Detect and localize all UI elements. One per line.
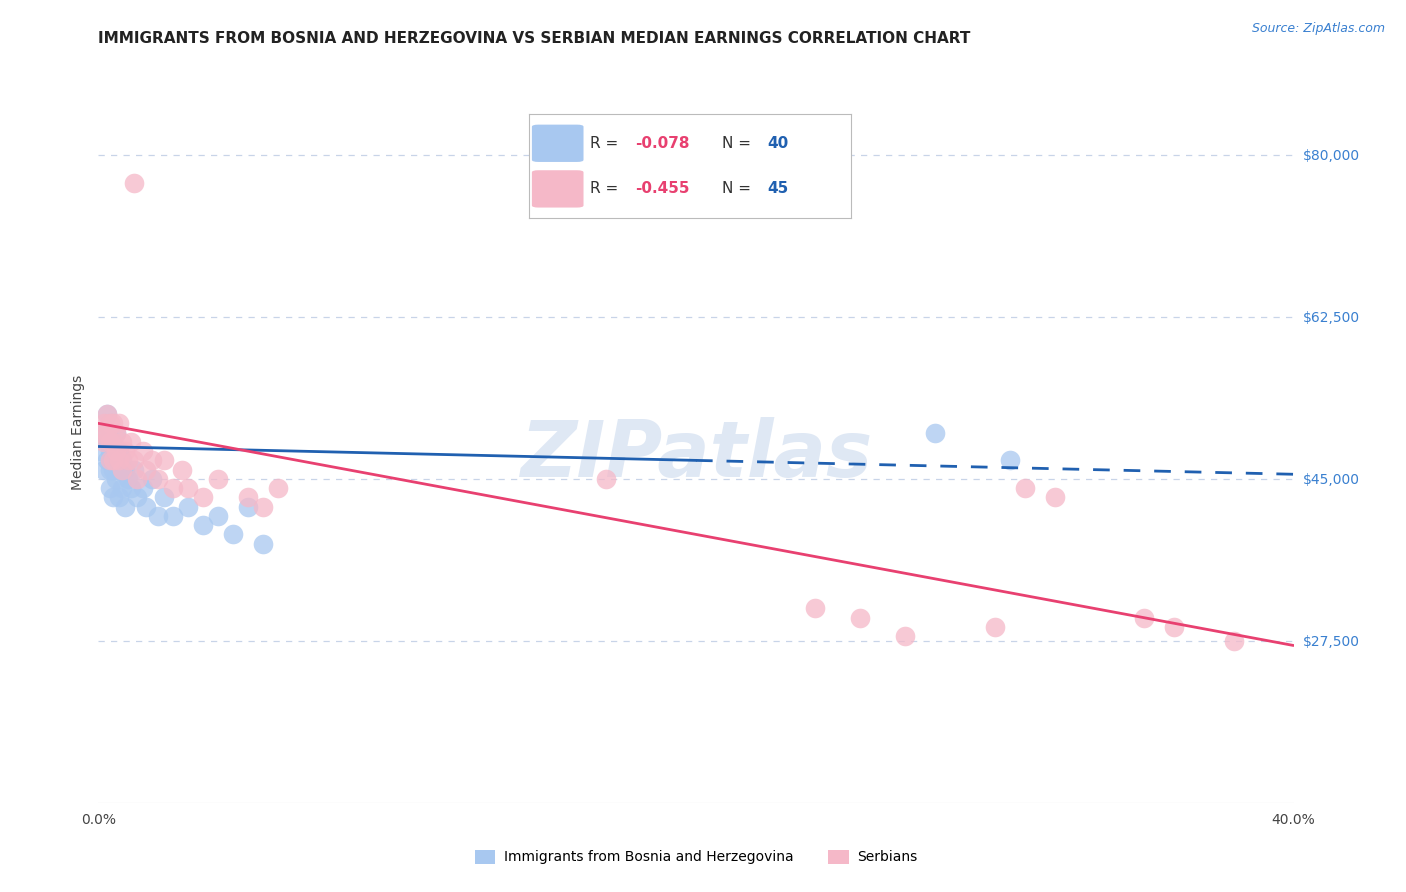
Point — [135, 462, 157, 476]
Point — [108, 491, 131, 505]
Point — [108, 417, 131, 431]
Point — [177, 481, 200, 495]
Point — [162, 508, 184, 523]
Point — [124, 453, 146, 467]
Point — [98, 434, 122, 449]
Point — [108, 444, 131, 458]
Point — [103, 417, 125, 431]
Point — [105, 425, 128, 440]
Point — [132, 481, 155, 495]
Point — [105, 444, 128, 458]
Point — [924, 425, 946, 440]
Point — [103, 462, 125, 476]
Point — [172, 462, 194, 476]
Point — [998, 453, 1021, 467]
Point — [236, 500, 259, 514]
Text: IMMIGRANTS FROM BOSNIA AND HERZEGOVINA VS SERBIAN MEDIAN EARNINGS CORRELATION CH: IMMIGRANTS FROM BOSNIA AND HERZEGOVINA V… — [98, 31, 970, 46]
Point — [103, 453, 125, 467]
Text: Source: ZipAtlas.com: Source: ZipAtlas.com — [1251, 22, 1385, 36]
Point — [124, 176, 146, 190]
Point — [93, 425, 115, 440]
Point — [108, 462, 131, 476]
Point — [1014, 481, 1036, 495]
Y-axis label: Median Earnings: Median Earnings — [70, 375, 84, 491]
Point — [103, 491, 125, 505]
Point — [114, 444, 136, 458]
Point — [1223, 633, 1246, 648]
Point — [141, 453, 163, 467]
Point — [96, 434, 118, 449]
Point — [124, 462, 146, 476]
Point — [96, 453, 118, 467]
Point — [105, 472, 128, 486]
Point — [177, 500, 200, 514]
Point — [98, 462, 122, 476]
Point — [105, 425, 128, 440]
Point — [93, 434, 115, 449]
Point — [93, 462, 115, 476]
Point — [96, 407, 118, 421]
Point — [114, 500, 136, 514]
Point — [96, 407, 118, 421]
Point — [804, 601, 827, 615]
Point — [117, 472, 139, 486]
Point — [191, 518, 214, 533]
Point — [141, 472, 163, 486]
Point — [153, 453, 176, 467]
Point — [849, 610, 872, 624]
Point — [98, 481, 122, 495]
Point — [252, 536, 274, 550]
Point — [114, 462, 136, 476]
Point — [93, 417, 115, 431]
Point — [148, 508, 170, 523]
Point — [595, 472, 617, 486]
Point — [111, 481, 134, 495]
Legend: Immigrants from Bosnia and Herzegovina, Serbians: Immigrants from Bosnia and Herzegovina, … — [470, 844, 922, 870]
Point — [1163, 620, 1185, 634]
Point — [132, 444, 155, 458]
Point — [111, 462, 134, 476]
Point — [894, 629, 917, 643]
Point — [98, 417, 122, 431]
Point — [207, 472, 229, 486]
Point — [111, 453, 134, 467]
Point — [153, 491, 176, 505]
Point — [252, 500, 274, 514]
Point — [117, 453, 139, 467]
Point — [267, 481, 290, 495]
Point — [127, 472, 149, 486]
Point — [148, 472, 170, 486]
Point — [236, 491, 259, 505]
Point — [162, 481, 184, 495]
Point — [96, 425, 118, 440]
Point — [984, 620, 1007, 634]
Point — [207, 508, 229, 523]
Point — [120, 434, 142, 449]
Point — [120, 481, 142, 495]
Text: ZIPatlas: ZIPatlas — [520, 417, 872, 493]
Point — [105, 453, 128, 467]
Point — [191, 491, 214, 505]
Point — [1043, 491, 1066, 505]
Point — [111, 434, 134, 449]
Point — [90, 425, 112, 440]
Point — [103, 434, 125, 449]
Point — [135, 500, 157, 514]
Point — [98, 453, 122, 467]
Point — [103, 434, 125, 449]
Point — [1133, 610, 1156, 624]
Point — [108, 453, 131, 467]
Point — [222, 527, 245, 541]
Point — [98, 444, 122, 458]
Point — [90, 444, 112, 458]
Point — [127, 491, 149, 505]
